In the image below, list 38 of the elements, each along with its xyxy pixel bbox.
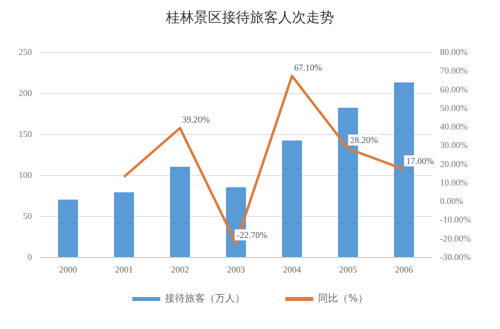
data-label: 39.20% [182, 114, 210, 125]
y2-tick-label: 40.00% [440, 122, 468, 132]
y2-tick-label: 0.00% [440, 196, 464, 206]
data-label: 67.10% [294, 62, 322, 73]
y2-tick-label: 80.00% [440, 47, 468, 57]
line-series [122, 74, 406, 245]
y2-tick-label: 50.00% [440, 102, 468, 113]
y-tick-label: 100 [18, 170, 32, 180]
x-tick-label: 2006 [395, 264, 414, 274]
x-tick-label: 2001 [115, 264, 133, 274]
bar [58, 200, 78, 257]
y-tick-label: 200 [18, 88, 32, 98]
chart-title: 桂林景区接待旅客人次走势 [165, 10, 334, 26]
legend-label: 同比（%） [318, 292, 368, 304]
legend-label: 接待旅客（万人） [165, 292, 246, 304]
y-tick-label: 0 [28, 252, 32, 262]
y2-tick-label: 30.00% [440, 140, 468, 150]
y2-tick-label: 60.00% [440, 84, 468, 94]
data-label: 28.20% [350, 135, 378, 146]
y-tick-label: 250 [18, 47, 32, 57]
bar [282, 140, 302, 257]
x-tick-label: 2004 [283, 264, 302, 274]
y-tick-label: 150 [18, 129, 32, 139]
y2-tick-label: -30.00% [440, 252, 472, 262]
y2-tick-label: 70.00% [440, 66, 468, 76]
data-label: -22.70% [236, 230, 268, 240]
y2-tick-label: 20.00% [440, 158, 468, 169]
bar [170, 166, 190, 257]
x-tick-label: 2003 [227, 264, 246, 274]
x-tick-label: 2005 [339, 264, 358, 274]
x-tick-label: 2000 [59, 264, 78, 274]
y2-tick-label: -10.00% [440, 214, 472, 225]
y2-tick-label: 10.00% [440, 177, 468, 188]
y-tick-label: 50 [23, 211, 32, 221]
bar [114, 192, 134, 257]
x-tick-label: 2002 [171, 264, 189, 274]
data-label: 17.00% [406, 156, 434, 166]
y2-tick-label: -20.00% [440, 233, 472, 244]
